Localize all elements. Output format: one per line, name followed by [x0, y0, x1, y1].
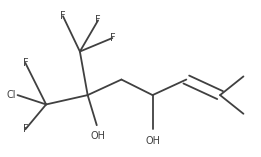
- Text: OH: OH: [91, 131, 105, 141]
- Text: F: F: [95, 15, 101, 25]
- Text: OH: OH: [145, 135, 160, 146]
- Text: F: F: [60, 11, 66, 21]
- Text: Cl: Cl: [7, 90, 16, 100]
- Text: F: F: [22, 124, 28, 134]
- Text: F: F: [110, 33, 115, 43]
- Text: F: F: [22, 58, 28, 68]
